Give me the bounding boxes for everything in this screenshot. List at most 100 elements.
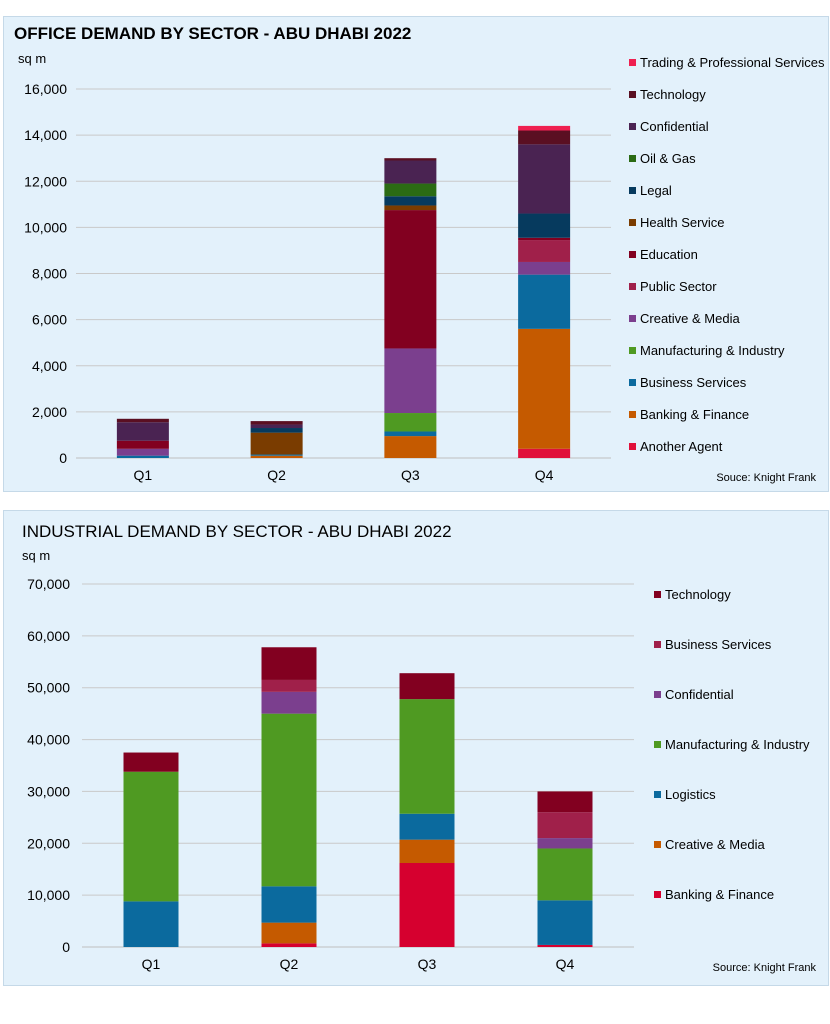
legend-swatch <box>629 155 636 162</box>
bar-segment <box>399 699 455 814</box>
source-note: Source: Knight Frank <box>713 962 817 974</box>
legend-swatch <box>629 251 636 258</box>
legend-label: Another Agent <box>640 439 723 454</box>
legend-swatch <box>654 741 661 748</box>
bar-segment <box>261 922 317 944</box>
bar-segment <box>116 422 169 441</box>
legend-label: Health Service <box>640 215 725 230</box>
bar-segment <box>384 196 437 206</box>
bar-segment <box>518 448 571 458</box>
x-tick-label: Q2 <box>267 467 286 483</box>
bar-segment <box>261 647 317 680</box>
bar-segment <box>250 432 303 455</box>
y-tick-label: 16,000 <box>24 81 67 97</box>
x-tick-label: Q4 <box>556 956 575 972</box>
x-tick-label: Q2 <box>280 956 299 972</box>
legend-label: Public Sector <box>640 279 717 294</box>
industrial-demand-chart: INDUSTRIAL DEMAND BY SECTOR - ABU DHABI … <box>22 522 817 974</box>
bar-segment <box>399 813 455 840</box>
bar-segment <box>123 901 179 947</box>
legend-label: Manufacturing & Industry <box>640 343 785 358</box>
bar-segment <box>116 448 169 456</box>
legend-label: Confidential <box>640 119 709 134</box>
legend-label: Banking & Finance <box>665 887 774 902</box>
y-tick-label: 0 <box>62 939 70 955</box>
legend-swatch <box>654 841 661 848</box>
bar-segment <box>384 158 437 161</box>
bar-segment <box>399 673 455 700</box>
bar-segment <box>261 679 317 692</box>
bar-segment <box>116 455 169 458</box>
y-tick-label: 70,000 <box>27 576 70 592</box>
bar-segment <box>116 418 169 423</box>
y-tick-label: 6,000 <box>32 312 67 328</box>
x-tick-label: Q3 <box>418 956 437 972</box>
legend-swatch <box>629 379 636 386</box>
y-tick-label: 0 <box>59 450 67 466</box>
y-tick-label: 20,000 <box>27 835 70 851</box>
legend-label: Creative & Media <box>640 311 740 326</box>
bar-segment <box>384 210 437 349</box>
y-axis-unit-label: sq m <box>18 51 46 66</box>
x-tick-label: Q1 <box>134 467 153 483</box>
bar-segment <box>518 274 571 329</box>
bar-segment <box>384 431 437 437</box>
legend-label: Technology <box>640 87 706 102</box>
y-tick-label: 4,000 <box>32 358 67 374</box>
legend-swatch <box>629 443 636 450</box>
bar-segment <box>250 421 303 425</box>
legend-label: Banking & Finance <box>640 407 749 422</box>
bar-segment <box>537 848 593 901</box>
bar-segment <box>384 160 437 184</box>
legend-label: Education <box>640 247 698 262</box>
legend-label: Technology <box>665 587 731 602</box>
y-tick-label: 2,000 <box>32 404 67 420</box>
office-demand-chart: OFFICE DEMAND BY SECTOR - ABU DHABI 2022… <box>14 24 825 484</box>
legend-label: Creative & Media <box>665 837 765 852</box>
bar-segment <box>537 900 593 945</box>
y-tick-label: 12,000 <box>24 173 67 189</box>
legend-label: Oil & Gas <box>640 151 696 166</box>
industrial-demand-chart-panel: INDUSTRIAL DEMAND BY SECTOR - ABU DHABI … <box>3 510 829 986</box>
bar-segment <box>537 812 593 839</box>
legend-label: Legal <box>640 183 672 198</box>
legend-swatch <box>629 219 636 226</box>
x-tick-label: Q3 <box>401 467 420 483</box>
bar-segment <box>384 436 437 458</box>
legend-label: Confidential <box>665 687 734 702</box>
legend-swatch <box>629 283 636 290</box>
bar-segment <box>123 752 179 772</box>
bar-segment <box>384 183 437 197</box>
legend-swatch <box>654 641 661 648</box>
legend-label: Business Services <box>665 637 772 652</box>
chart-title: INDUSTRIAL DEMAND BY SECTOR - ABU DHABI … <box>22 522 452 541</box>
bar-segment <box>518 125 571 131</box>
bar-segment <box>261 886 317 923</box>
y-tick-label: 30,000 <box>27 783 70 799</box>
legend-swatch <box>629 187 636 194</box>
x-tick-label: Q1 <box>142 956 161 972</box>
bar-segment <box>537 944 593 947</box>
y-tick-label: 60,000 <box>27 628 70 644</box>
y-tick-label: 50,000 <box>27 680 70 696</box>
y-tick-label: 40,000 <box>27 732 70 748</box>
bar-segment <box>399 862 455 947</box>
bar-segment <box>518 130 571 145</box>
bar-segment <box>250 428 303 433</box>
chart-title: OFFICE DEMAND BY SECTOR - ABU DHABI 2022 <box>14 24 411 43</box>
bar-segment <box>261 713 317 887</box>
office-demand-chart-panel: OFFICE DEMAND BY SECTOR - ABU DHABI 2022… <box>3 16 829 492</box>
bar-segment <box>261 943 317 947</box>
legend-label: Trading & Professional Services <box>640 55 825 70</box>
bar-segment <box>399 839 455 863</box>
legend-swatch <box>654 891 661 898</box>
source-note: Souce: Knight Frank <box>716 472 816 484</box>
legend-swatch <box>654 791 661 798</box>
y-axis-unit-label: sq m <box>22 548 50 563</box>
bar-segment <box>518 144 571 214</box>
legend-swatch <box>629 59 636 66</box>
bar-segment <box>250 424 303 429</box>
bar-segment <box>537 791 593 813</box>
legend-swatch <box>654 691 661 698</box>
bar-segment <box>384 348 437 414</box>
